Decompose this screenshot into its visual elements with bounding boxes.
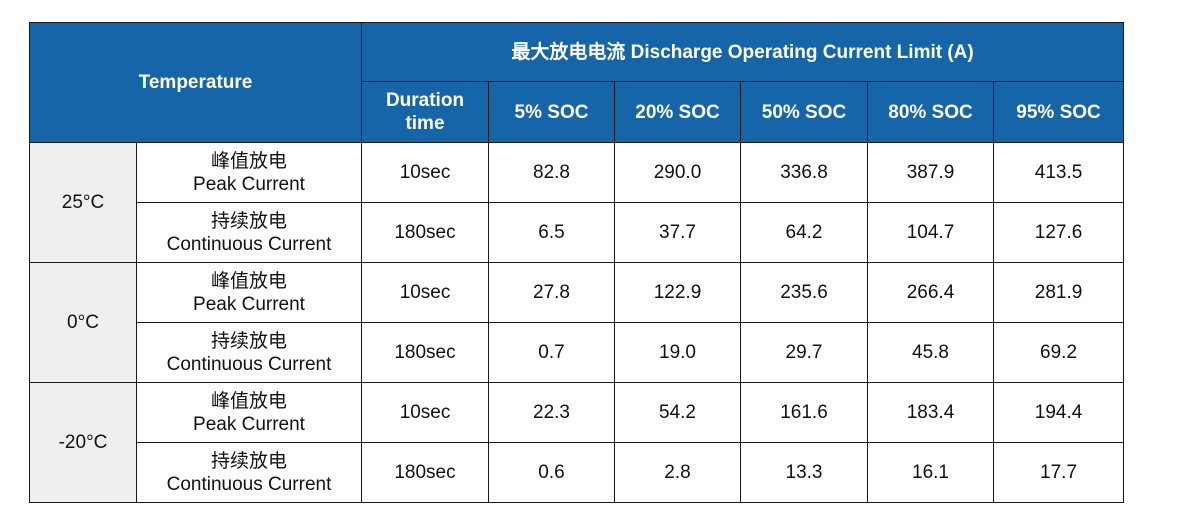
duration-cell: 10sec bbox=[361, 262, 489, 323]
mode-cn-label: 持续放电 bbox=[210, 210, 287, 232]
mode-cell: 峰值放电 Peak Current bbox=[136, 262, 362, 323]
soc-header: 5% SOC bbox=[488, 81, 615, 143]
table-header: Temperature 最大放电电流 Discharge Operating C… bbox=[29, 22, 1125, 143]
value-cell: 64.2 bbox=[740, 202, 868, 263]
mode-cell: 持续放电 Continuous Current bbox=[136, 442, 362, 503]
duration-cell: 180sec bbox=[361, 322, 489, 383]
table-row: -20°C 峰值放电 Peak Current 10sec 22.3 54.2 … bbox=[29, 382, 1125, 503]
value-cell: 16.1 bbox=[867, 442, 994, 503]
mode-en-label: Peak Current bbox=[193, 293, 305, 315]
mode-en-label: Continuous Current bbox=[166, 353, 332, 375]
value-cell: 413.5 bbox=[992, 142, 1125, 203]
duration-header: Duration time bbox=[361, 81, 489, 143]
soc-header: 95% SOC bbox=[992, 81, 1125, 143]
temperature-cell: -20°C bbox=[29, 382, 137, 503]
value-cell: 27.8 bbox=[488, 262, 615, 323]
mode-en-label: Continuous Current bbox=[166, 473, 332, 495]
mode-cn-label: 峰值放电 bbox=[210, 390, 287, 412]
mode-cell: 峰值放电 Peak Current bbox=[136, 142, 362, 203]
value-cell: 161.6 bbox=[740, 382, 868, 443]
soc-header: 50% SOC bbox=[740, 81, 868, 143]
temperature-cell: 25°C bbox=[29, 142, 137, 263]
value-cell: 6.5 bbox=[488, 202, 615, 263]
mode-cn-label: 峰值放电 bbox=[210, 270, 287, 292]
value-cell: 104.7 bbox=[867, 202, 994, 263]
table-row: 持续放电 Continuous Current 180sec 0.6 2.8 1… bbox=[30, 442, 1125, 503]
temperature-header: Temperature bbox=[29, 22, 362, 143]
value-cell: 281.9 bbox=[992, 262, 1125, 323]
value-cell: 387.9 bbox=[867, 142, 994, 203]
value-cell: 22.3 bbox=[488, 382, 615, 443]
value-cell: 29.7 bbox=[740, 322, 868, 383]
duration-cell: 180sec bbox=[361, 442, 489, 503]
value-cell: 266.4 bbox=[867, 262, 994, 323]
value-cell: 336.8 bbox=[740, 142, 868, 203]
table-body: 25°C 峰值放电 Peak Current 10sec 82.8 290.0 … bbox=[29, 142, 1125, 503]
table-row: 持续放电 Continuous Current 180sec 6.5 37.7 … bbox=[30, 202, 1125, 263]
value-cell: 2.8 bbox=[614, 442, 741, 503]
soc-header: 80% SOC bbox=[867, 81, 994, 143]
value-cell: 0.6 bbox=[488, 442, 615, 503]
value-cell: 290.0 bbox=[614, 142, 741, 203]
value-cell: 69.2 bbox=[992, 322, 1125, 383]
value-cell: 122.9 bbox=[614, 262, 741, 323]
mode-cn-label: 持续放电 bbox=[210, 330, 287, 352]
duration-cell: 10sec bbox=[361, 382, 489, 443]
group-title-header: 最大放电电流 Discharge Operating Current Limit… bbox=[360, 22, 1125, 82]
temperature-cell: 0°C bbox=[29, 262, 137, 383]
value-cell: 37.7 bbox=[614, 202, 741, 263]
value-cell: 0.7 bbox=[488, 322, 615, 383]
value-cell: 194.4 bbox=[992, 382, 1125, 443]
value-cell: 19.0 bbox=[614, 322, 741, 383]
table-row: 0°C 峰值放电 Peak Current 10sec 27.8 122.9 2… bbox=[29, 262, 1125, 383]
value-cell: 82.8 bbox=[488, 142, 615, 203]
value-cell: 17.7 bbox=[992, 442, 1125, 503]
value-cell: 235.6 bbox=[740, 262, 868, 323]
mode-cn-label: 持续放电 bbox=[210, 450, 287, 472]
value-cell: 54.2 bbox=[614, 382, 741, 443]
mode-cell: 峰值放电 Peak Current bbox=[136, 382, 362, 443]
value-cell: 45.8 bbox=[867, 322, 994, 383]
mode-cell: 持续放电 Continuous Current bbox=[136, 202, 362, 263]
table-row: 25°C 峰值放电 Peak Current 10sec 82.8 290.0 … bbox=[29, 142, 1125, 263]
value-cell: 183.4 bbox=[867, 382, 994, 443]
duration-header-label: Duration time bbox=[385, 90, 465, 134]
soc-header: 20% SOC bbox=[614, 81, 741, 143]
mode-en-label: Peak Current bbox=[193, 413, 305, 435]
mode-cn-label: 峰值放电 bbox=[210, 150, 287, 172]
value-cell: 13.3 bbox=[740, 442, 868, 503]
value-cell: 127.6 bbox=[992, 202, 1125, 263]
table-row: 持续放电 Continuous Current 180sec 0.7 19.0 … bbox=[30, 322, 1125, 383]
discharge-current-table: Temperature 最大放电电流 Discharge Operating C… bbox=[29, 22, 1125, 503]
duration-cell: 180sec bbox=[361, 202, 489, 263]
mode-en-label: Peak Current bbox=[193, 173, 305, 195]
mode-en-label: Continuous Current bbox=[166, 233, 332, 255]
mode-cell: 持续放电 Continuous Current bbox=[136, 322, 362, 383]
duration-cell: 10sec bbox=[361, 142, 489, 203]
